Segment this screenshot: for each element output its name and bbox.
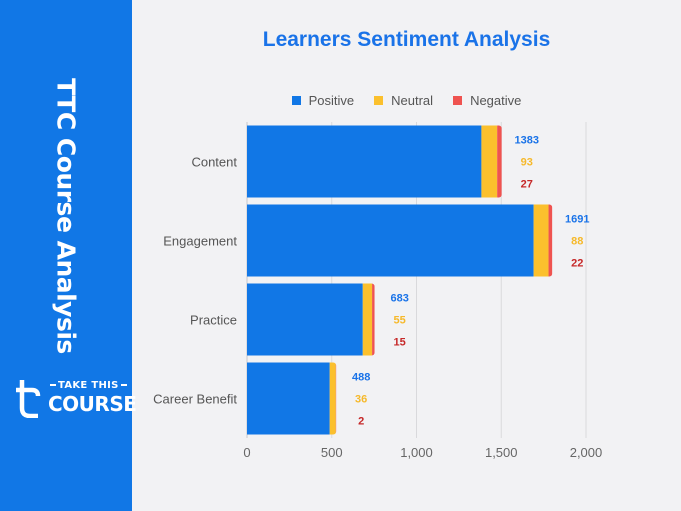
category-label: Content (191, 155, 237, 170)
bar-neutral (329, 362, 336, 435)
legend-label-negative: Negative (470, 93, 522, 108)
logo-text-top: TAKE THIS (48, 380, 129, 391)
bar-positive (247, 125, 482, 198)
x-tick-label: 1,000 (400, 445, 433, 460)
data-label-negative: 15 (394, 337, 406, 349)
data-label-neutral: 93 (521, 157, 533, 169)
legend-item-negative: Negative (453, 93, 521, 108)
bar-positive (247, 283, 363, 356)
legend-swatch-neutral (374, 96, 384, 105)
chart-title: Learners Sentiment Analysis (262, 28, 551, 51)
bar-negative (335, 362, 337, 435)
take-this-course-logo: TAKE THIS COURSE (16, 376, 137, 422)
x-tick-label: 500 (321, 445, 343, 460)
bar-negative (372, 283, 375, 356)
data-label-neutral: 55 (394, 315, 406, 327)
category-label: Career Benefit (153, 392, 237, 407)
legend-item-positive: Positive (291, 93, 355, 108)
legend-label-positive: Positive (308, 93, 355, 108)
legend-item-neutral: Neutral (374, 93, 433, 108)
legend-swatch-negative (453, 96, 463, 105)
bar-negative (548, 204, 553, 277)
data-label-neutral: 36 (355, 394, 367, 406)
bar-positive (247, 204, 534, 277)
data-label-positive: 683 (390, 293, 408, 305)
legend-swatch-positive (291, 96, 301, 105)
chart-legend: Positive Neutral Negative (132, 93, 681, 108)
logo-t-icon (16, 380, 41, 418)
bar-neutral (533, 204, 549, 277)
bar-negative (497, 125, 502, 198)
data-label-neutral: 88 (571, 236, 583, 248)
data-label-negative: 22 (571, 258, 583, 270)
data-label-positive: 1383 (515, 135, 539, 147)
x-tick-label: 1,500 (485, 445, 518, 460)
legend-label-neutral: Neutral (391, 93, 434, 108)
sidebar: TTC Course Analysis TAKE THIS COURSE (0, 0, 137, 511)
bar-positive (247, 362, 330, 435)
data-label-negative: 27 (521, 179, 533, 191)
bar-neutral (481, 125, 498, 198)
data-label-positive: 488 (352, 372, 370, 384)
category-label: Practice (190, 313, 237, 328)
data-label-positive: 1691 (565, 214, 589, 226)
x-tick-label: 2,000 (570, 445, 603, 460)
data-label-negative: 2 (358, 416, 364, 428)
x-tick-label: 0 (243, 445, 250, 460)
bar-neutral (362, 283, 373, 356)
category-label: Engagement (163, 234, 237, 249)
logo-text-bottom: COURSE (48, 392, 137, 416)
